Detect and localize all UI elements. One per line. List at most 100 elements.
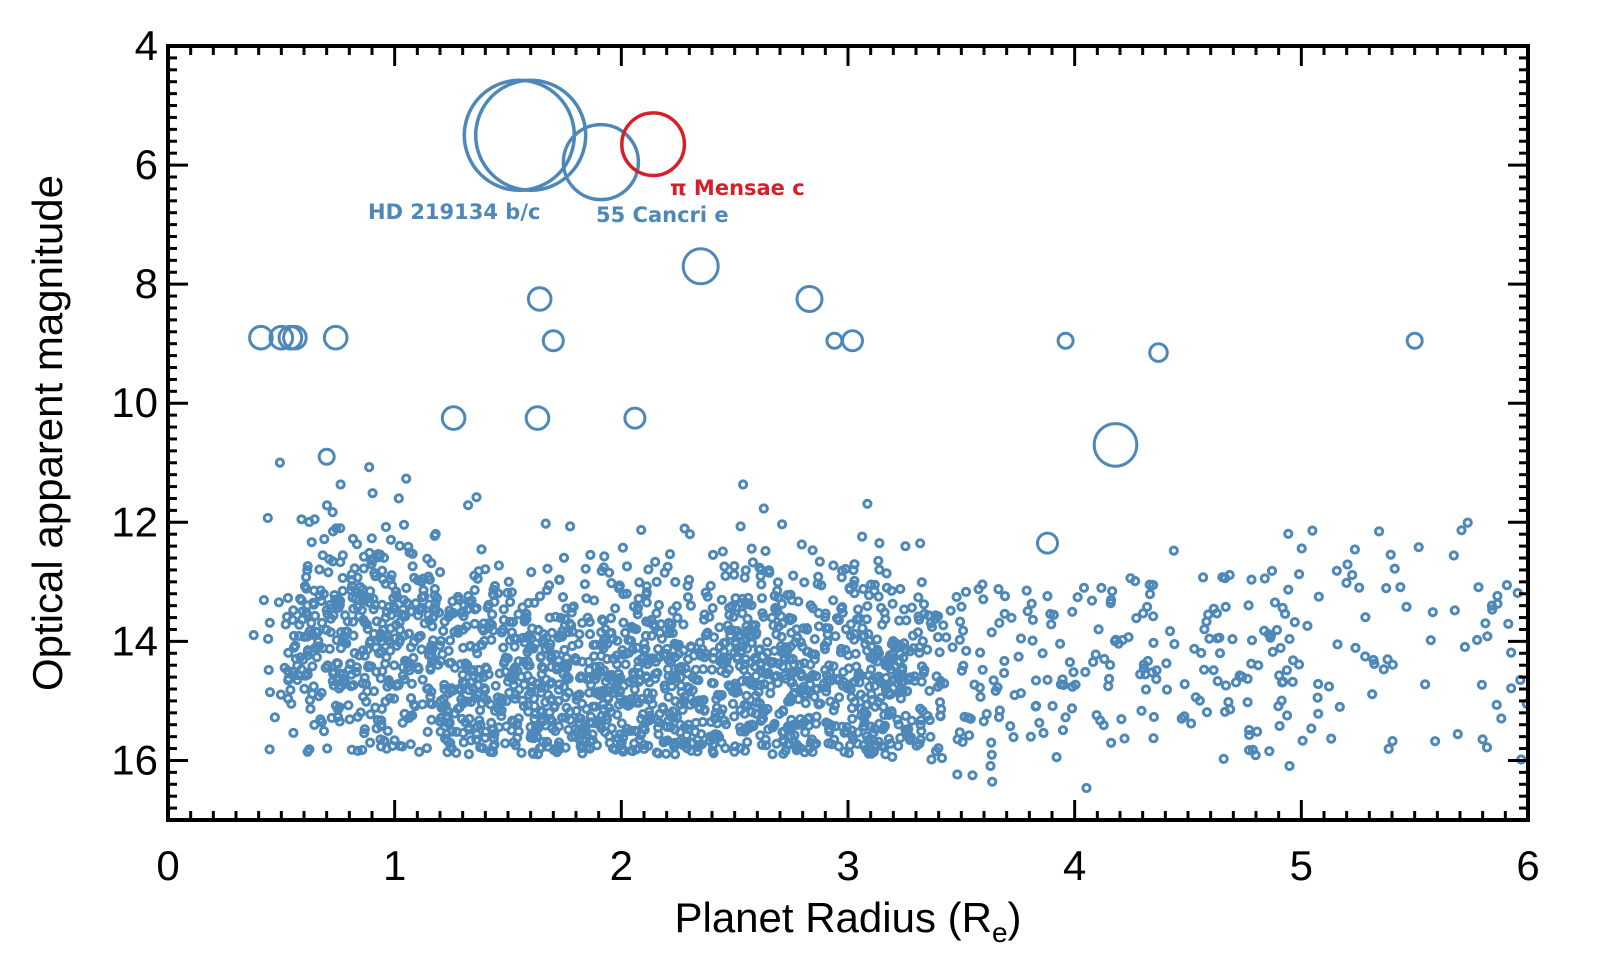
data-point <box>1332 639 1343 650</box>
data-point <box>644 714 656 725</box>
data-point <box>1296 543 1307 554</box>
data-point <box>986 627 997 638</box>
data-point <box>309 585 320 596</box>
data-point <box>1283 528 1294 539</box>
data-point <box>807 746 818 758</box>
data-point <box>567 640 578 652</box>
data-point <box>952 769 963 780</box>
data-point <box>799 689 810 700</box>
data-point <box>248 324 274 351</box>
data-point <box>401 473 412 484</box>
data-point <box>863 628 874 640</box>
data-point <box>762 637 773 648</box>
data-point <box>1140 684 1152 695</box>
data-point <box>846 692 857 703</box>
data-point <box>934 647 945 658</box>
data-point <box>433 607 445 618</box>
data-point <box>1218 753 1229 765</box>
data-point <box>1022 606 1033 617</box>
data-point <box>735 743 746 754</box>
data-point <box>336 627 347 638</box>
data-point <box>915 719 926 731</box>
data-point <box>786 669 797 680</box>
data-point <box>458 737 469 748</box>
data-point <box>988 675 999 686</box>
data-point <box>636 524 647 536</box>
data-point <box>749 661 760 672</box>
data-point <box>653 729 664 740</box>
data-point <box>900 710 911 722</box>
data-point <box>294 619 305 630</box>
data-point <box>851 614 863 625</box>
data-point <box>574 713 585 724</box>
data-point <box>346 669 357 680</box>
data-point <box>1243 600 1254 611</box>
data-point <box>1037 648 1048 659</box>
data-point <box>301 572 312 583</box>
data-point <box>264 617 275 628</box>
data-point <box>760 545 771 557</box>
highlighted-planet-marker <box>473 78 588 193</box>
data-point <box>1313 678 1324 690</box>
data-point <box>458 642 469 653</box>
data-point <box>663 664 674 675</box>
data-point <box>469 618 480 630</box>
data-point <box>764 567 775 578</box>
data-point <box>1030 675 1042 686</box>
data-point <box>820 608 831 619</box>
data-point <box>464 713 475 725</box>
data-point <box>529 714 540 725</box>
data-point <box>452 703 463 714</box>
data-point <box>438 625 449 637</box>
data-point <box>490 680 501 691</box>
data-point <box>302 561 313 572</box>
data-point <box>1306 723 1317 734</box>
data-point <box>306 537 317 548</box>
data-point <box>589 595 600 606</box>
data-point <box>730 602 742 613</box>
data-point <box>1506 647 1517 658</box>
data-point <box>1250 750 1261 761</box>
data-point <box>405 642 417 653</box>
data-point <box>385 645 396 656</box>
data-point <box>874 718 885 729</box>
data-point <box>1219 706 1231 717</box>
data-point <box>1294 569 1305 580</box>
data-point <box>880 614 891 625</box>
data-point <box>917 636 928 647</box>
data-point <box>398 630 410 641</box>
data-point <box>263 664 274 676</box>
data-point <box>1477 734 1488 745</box>
data-point <box>611 675 622 686</box>
data-point <box>507 715 518 726</box>
data-point <box>974 682 985 693</box>
data-point <box>392 592 403 603</box>
data-point <box>873 555 884 566</box>
data-point <box>1212 633 1223 644</box>
data-point <box>1098 720 1109 731</box>
data-point <box>413 632 424 644</box>
data-point <box>479 683 490 694</box>
data-point <box>859 717 870 728</box>
data-point <box>837 602 848 613</box>
data-point <box>528 748 539 760</box>
data-point <box>1401 601 1412 613</box>
data-point <box>931 671 942 682</box>
data-point <box>427 644 438 655</box>
data-point <box>298 654 309 665</box>
data-point <box>532 748 544 760</box>
data-point <box>1486 600 1498 611</box>
data-point <box>343 700 354 711</box>
data-point <box>1030 701 1041 712</box>
data-point <box>526 681 538 692</box>
data-point <box>597 614 608 625</box>
data-point <box>280 619 291 630</box>
data-point <box>1169 639 1180 650</box>
data-point <box>1096 582 1107 594</box>
data-point <box>1476 679 1488 690</box>
x-tick-label: 1 <box>383 842 406 889</box>
data-point <box>1283 584 1294 595</box>
data-point <box>1009 690 1020 701</box>
data-point <box>606 578 617 589</box>
axes <box>166 44 1530 822</box>
